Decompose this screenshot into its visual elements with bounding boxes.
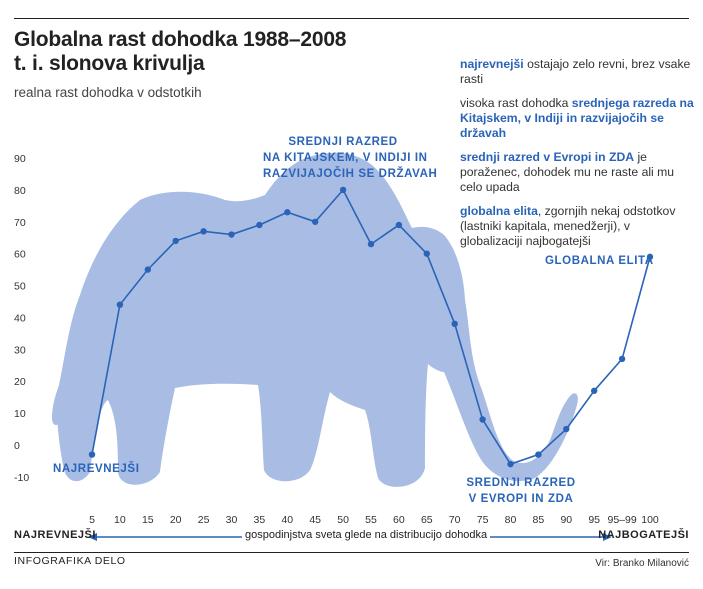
x-tick-label: 65 [421, 514, 433, 526]
axis-arrow-left-icon [88, 533, 97, 541]
annotation-middle-asia-line-2: NA KITAJSKEM, V INDIJI IN [263, 152, 428, 164]
annotation-middle-west-line-1: SREDNJI RAZRED [466, 477, 576, 489]
x-tick-label: 15 [142, 514, 154, 526]
annotation-middle-asia-line-3: RAZVIJAJOČIH SE DRŽAVAH [263, 168, 438, 180]
x-tick-label: 95 [588, 514, 600, 526]
data-point [116, 301, 124, 308]
x-axis-ticks: 5 10 15 20 25 30 35 40 45 50 55 60 65 70 75 80 85 90 95 95–… [89, 514, 659, 526]
legend-item-west-middle: srednji razred v Evropi in ZDA je poraže… [460, 150, 675, 194]
data-point [618, 355, 626, 363]
annotation-middle-west: SREDNJI RAZRED V EVROPI IN ZDA [466, 475, 576, 507]
axis-label-richest: NAJBOGATEJŠI [598, 529, 689, 541]
x-tick-label: 60 [393, 514, 405, 526]
data-point [88, 451, 96, 458]
y-tick-label: 0 [14, 440, 20, 452]
elephant-ear [333, 180, 398, 323]
chart-title: Globalna rast dohodka 1988–2008 t. i. sl… [14, 28, 434, 76]
data-point [535, 451, 542, 458]
x-tick-label: 90 [560, 514, 572, 526]
x-tick-label: 10 [114, 514, 126, 526]
data-point [646, 253, 654, 261]
y-tick-label: 60 [14, 249, 26, 261]
elephant-illustration [52, 152, 578, 487]
annotation-global-elite: GLOBALNA ELITA [545, 255, 654, 267]
y-axis-ticks: -10 0 10 20 30 40 50 60 70 80 90 [14, 153, 29, 484]
data-point [339, 186, 347, 194]
data-point [563, 425, 570, 433]
income-growth-series [88, 186, 654, 468]
y-tick-label: 50 [14, 281, 26, 293]
data-point [507, 460, 514, 468]
top-rule [14, 18, 689, 19]
data-point [144, 266, 151, 273]
annotation-middle-asia-line-1: SREDNJI RAZRED [288, 136, 398, 148]
x-tick-label: 55 [365, 514, 377, 526]
x-tick-label: 40 [281, 514, 293, 526]
x-tick-label: 75 [477, 514, 489, 526]
bottom-rule [14, 552, 689, 553]
x-tick-label: 25 [198, 514, 210, 526]
y-tick-label: 40 [14, 312, 26, 324]
data-point [312, 218, 319, 225]
data-point [172, 237, 179, 245]
data-point [479, 416, 486, 423]
x-tick-label: 30 [226, 514, 238, 526]
data-point [200, 228, 207, 235]
chart-subtitle: realna rast dohodka v odstotkih [14, 85, 202, 100]
axis-label-distribution: gospodinjstva sveta glede na distribucij… [242, 529, 491, 541]
y-tick-label: 30 [14, 344, 26, 356]
data-point [367, 240, 375, 248]
y-tick-label: 10 [14, 408, 26, 420]
x-tick-label: 85 [533, 514, 545, 526]
axis-label-poorest: NAJREVNEJŠI [14, 529, 96, 541]
data-point [395, 221, 403, 229]
x-tick-label: 80 [505, 514, 517, 526]
legend-item-elite: globalna elita, zgornjih nekaj odstotkov… [460, 204, 676, 248]
legend: najrevnejši ostajajo zelo revni, brez vs… [460, 57, 695, 258]
y-tick-label: 70 [14, 217, 26, 229]
x-tick-label: 35 [254, 514, 266, 526]
y-tick-label: 20 [14, 376, 26, 388]
credit-source: Vir: Branko Milanović [595, 558, 689, 569]
x-tick-label: 20 [170, 514, 182, 526]
x-tick-label: 70 [449, 514, 461, 526]
legend-item-poorest: najrevnejši ostajajo zelo revni, brez vs… [460, 57, 691, 86]
y-tick-label: -10 [14, 472, 29, 484]
title-line-1: Globalna rast dohodka 1988–2008 [14, 28, 347, 51]
data-point [423, 250, 430, 257]
data-point [256, 221, 263, 229]
x-tick-label: 45 [309, 514, 321, 526]
axis-arrow-right-icon [603, 533, 612, 541]
x-tick-label: 100 [641, 514, 659, 526]
data-point [451, 320, 458, 328]
x-tick-label: 50 [337, 514, 349, 526]
title-line-2: t. i. slonova krivulja [14, 52, 205, 75]
x-tick-label: 95–99 [607, 514, 636, 526]
annotation-middle-west-line-2: V EVROPI IN ZDA [468, 493, 574, 505]
data-point [228, 231, 235, 238]
y-tick-label: 80 [14, 185, 26, 197]
elephant-body [57, 152, 578, 487]
data-point [591, 387, 598, 394]
annotation-middle-asia: SREDNJI RAZRED NA KITAJSKEM, V INDIJI IN… [263, 134, 438, 182]
y-tick-label: 90 [14, 153, 26, 165]
x-tick-label: 5 [89, 514, 95, 526]
legend-item-asia-middle: visoka rast dohodka srednjega razreda na… [460, 96, 694, 140]
data-point [284, 209, 291, 216]
credit-infographic: INFOGRAFIKA DELO [14, 555, 126, 567]
distribution-axis-labels: NAJREVNEJŠI gospodinjstva sveta glede na… [14, 527, 689, 545]
elephant-tail [52, 378, 66, 426]
annotation-poorest: NAJREVNEJŠI [53, 463, 140, 475]
